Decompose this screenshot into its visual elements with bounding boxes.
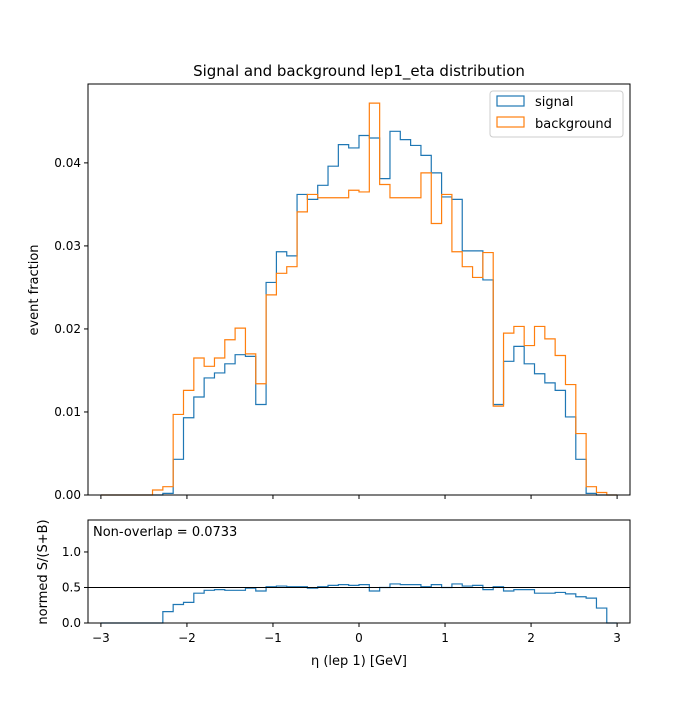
y-tick-label: 0.00 — [54, 488, 81, 502]
y-tick-label: 0.01 — [54, 405, 81, 419]
non-overlap-annotation: Non-overlap = 0.0733 — [93, 525, 237, 540]
legend-swatch-signal — [496, 95, 525, 107]
ratio-y-tick-label: 0.5 — [62, 580, 81, 594]
legend: signal background — [489, 90, 624, 138]
y-axis-label: event fraction — [27, 244, 42, 335]
ratio-plot-area-frame — [87, 519, 631, 624]
legend-box — [489, 90, 624, 138]
legend-label-background: background — [535, 117, 612, 132]
legend-label-signal: signal — [535, 95, 573, 110]
y-tick-label: 0.03 — [54, 239, 81, 253]
ratio-y-tick-label: 0.0 — [62, 616, 81, 630]
legend-swatch-background — [496, 116, 525, 128]
plot-area-frame — [87, 83, 631, 496]
x-axis-ticks — [100, 495, 618, 499]
y-tick-label: 0.04 — [54, 156, 81, 170]
x-axis-label: η (lep 1) [GeV] — [311, 654, 407, 669]
ratio-y-tick-label: 1.0 — [62, 545, 81, 559]
ratio-y-axis-label: normed S/(S+B) — [36, 519, 51, 624]
x-tick-label: 1 — [441, 631, 449, 645]
series-background-step — [100, 102, 618, 496]
x-tick-label: 2 — [527, 631, 535, 645]
y-axis-ticks: 0.00 0.01 0.02 0.03 0.04 — [54, 156, 88, 502]
chart-title: Signal and background lep1_eta distribut… — [193, 62, 525, 81]
x-tick-label: −2 — [178, 631, 196, 645]
x-tick-label: −1 — [264, 631, 282, 645]
ratio-y-axis-ticks: 0.0 0.5 1.0 — [62, 545, 88, 630]
x-tick-label: −3 — [92, 631, 110, 645]
ratio-x-axis-ticks: −3 −2 −1 0 1 2 3 — [92, 623, 621, 645]
x-tick-label: 3 — [613, 631, 621, 645]
histogram-series — [100, 102, 618, 496]
y-tick-label: 0.02 — [54, 322, 81, 336]
x-tick-label: 0 — [355, 631, 363, 645]
